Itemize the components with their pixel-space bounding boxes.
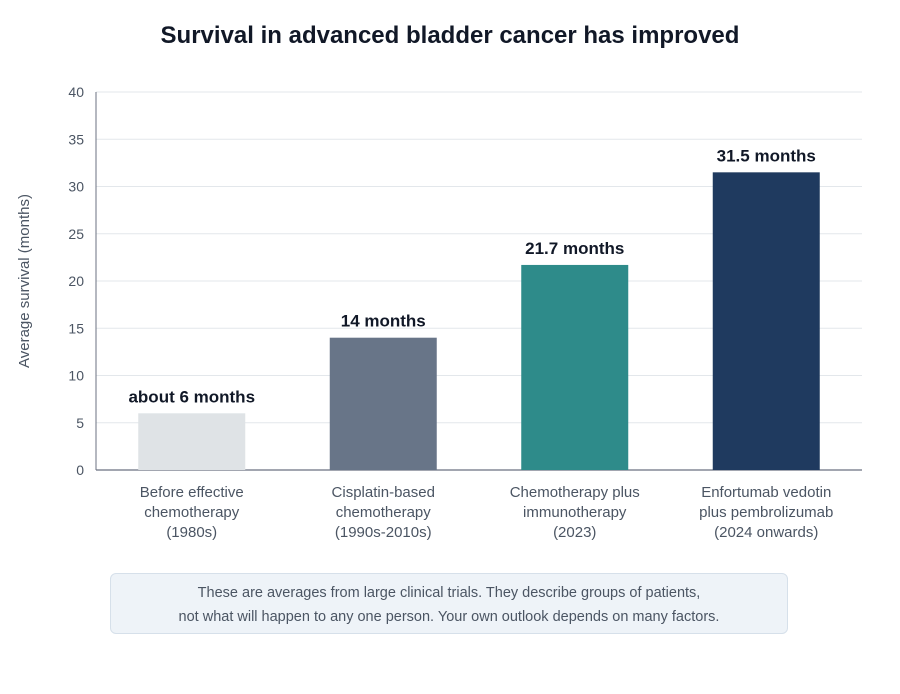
x-category-label: Cisplatin-based [332,484,435,501]
bar-value-label: 21.7 months [525,239,624,258]
y-tick-label: 20 [68,273,84,289]
y-tick-label: 5 [76,415,84,431]
bar [138,413,246,470]
bar-value-label: 31.5 months [717,146,816,165]
x-category-label: chemotherapy [336,504,432,521]
chart-title: Survival in advanced bladder cancer has … [160,22,740,49]
y-tick-label: 15 [68,320,84,336]
note-line-1: These are averages from large clinical t… [197,585,701,601]
x-category-label: (2024 onwards) [714,524,818,541]
note-line-2: not what will happen to any one person. … [178,608,720,625]
x-category-label: Before effective [140,484,244,501]
bar [712,172,820,470]
x-category-label: (1990s-2010s) [335,524,432,541]
bars [138,172,820,470]
y-tick-label: 0 [76,462,84,478]
labels: 0 5 10 15 20 25 30 35 40 Average survival (months… [16,84,833,541]
y-tick-label: 10 [68,368,84,384]
y-tick-label: 30 [68,179,84,195]
bar [329,337,437,470]
y-tick-label: 35 [68,131,84,147]
y-tick-label: 25 [68,226,84,242]
bar [521,264,629,470]
y-tick-label: 40 [68,84,84,100]
x-category-label: Enfortumab vedotin [701,484,831,501]
bar-value-label: about 6 months [128,387,255,406]
x-category-label: immunotherapy [523,504,627,521]
x-category-label: (1980s) [166,524,217,541]
bar-value-label: 14 months [341,312,426,331]
x-category-label: (2023) [553,524,596,541]
x-category-label: plus pembrolizumab [699,504,833,521]
x-category-label: chemotherapy [144,504,240,521]
y-axis-title: Average survival (months) [16,194,33,368]
disclaimer-note: These are averages from large clinical t… [110,573,788,634]
x-category-label: Chemotherapy plus [510,484,640,501]
